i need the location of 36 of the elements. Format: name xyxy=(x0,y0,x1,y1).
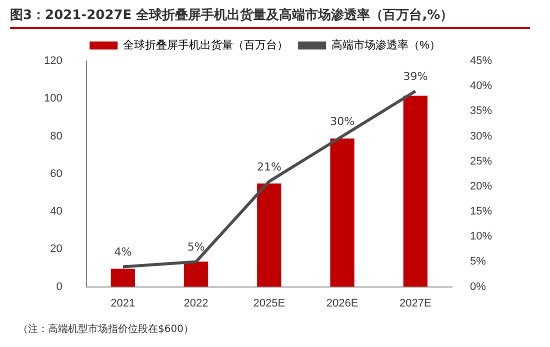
x-tick-label: 2026E xyxy=(326,297,358,310)
y-tick-label: 100 xyxy=(44,92,62,105)
legend-label: 高端市场渗透率（%） xyxy=(332,38,440,52)
x-tick-label: 2027E xyxy=(400,297,432,310)
y2-tick-label: 0% xyxy=(470,280,486,293)
bar xyxy=(184,262,208,287)
y-tick-label: 40 xyxy=(50,206,62,218)
y-tick-label: 80 xyxy=(50,130,62,142)
y2-tick-label: 40% xyxy=(470,80,492,92)
data-label: 5% xyxy=(187,240,205,254)
y2-tick-label: 45% xyxy=(470,55,492,68)
bar xyxy=(110,268,135,287)
y2-tick-label: 15% xyxy=(470,206,492,218)
y2-tick-label: 10% xyxy=(470,230,492,243)
y2-tick-label: 25% xyxy=(470,155,492,168)
x-tick-label: 2022 xyxy=(184,297,208,310)
x-tick-label: 2021 xyxy=(110,297,136,310)
bar xyxy=(330,138,354,287)
y-tick-label: 60 xyxy=(50,168,62,180)
y2-tick-label: 5% xyxy=(470,256,486,268)
data-label: 4% xyxy=(114,246,132,259)
y2-tick-label: 20% xyxy=(470,180,492,192)
y-tick-label: 20 xyxy=(50,243,62,256)
legend-label: 全球折叠屏手机出货量（百万台） xyxy=(123,38,288,52)
data-label: 39% xyxy=(403,70,428,83)
x-tick-label: 2025E xyxy=(253,297,286,310)
y2-tick-label: 30% xyxy=(470,130,492,142)
bar xyxy=(403,96,428,287)
bar xyxy=(257,183,282,287)
y-tick-label: 120 xyxy=(44,55,62,68)
chart-title: 图3：2021-2027E 全球折叠屏手机出货量及高端市场渗透率（百万台,%） xyxy=(10,6,530,29)
data-label: 21% xyxy=(256,160,282,174)
text: （注：高端机型市场指价位段在$600） xyxy=(18,322,194,336)
data-label: 30% xyxy=(330,115,355,128)
y2-tick-label: 35% xyxy=(470,105,492,118)
y-tick-label: 0 xyxy=(56,280,62,293)
